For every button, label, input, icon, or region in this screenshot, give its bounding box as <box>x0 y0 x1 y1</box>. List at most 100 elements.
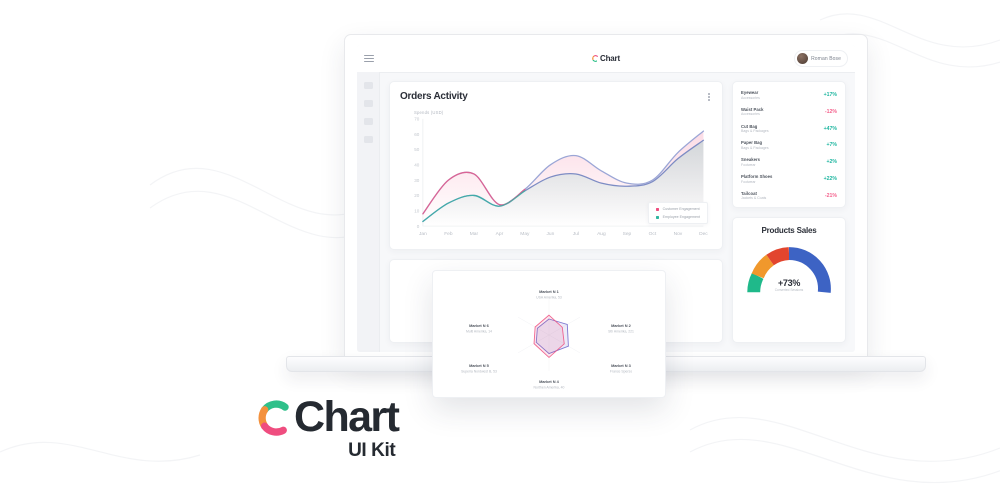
gauge-center-label: +73% Converted Sessions <box>746 278 832 293</box>
radar-axis-sub: Superia Nordwest B, 53 <box>461 370 497 374</box>
stat-name: Waist Pack <box>741 106 764 112</box>
stat-category: Footwear <box>741 179 756 184</box>
chart-logo-mark-icon <box>592 55 600 62</box>
svg-text:20: 20 <box>414 193 420 198</box>
hamburger-menu-icon[interactable] <box>364 55 374 62</box>
stat-row: Eyewear Accessories +17% <box>741 90 837 100</box>
stat-label-group: Waist Pack Accessories <box>741 107 763 117</box>
user-name-label: Roman Bose <box>811 55 841 62</box>
stat-label-group: Eyewear Accessories <box>741 90 760 100</box>
sidebar-item-4[interactable] <box>363 136 373 143</box>
svg-text:Feb: Feb <box>444 231 453 237</box>
radar-axis-name: Market N 5 <box>469 363 490 368</box>
radar-axis-name: Market N 6 <box>469 323 490 328</box>
radar-axis-name: Market N 4 <box>539 379 560 384</box>
orders-activity-card: Orders Activity Spends (USD) 0 10 20 30 40 50… <box>389 81 723 250</box>
svg-text:Aug: Aug <box>597 231 606 237</box>
radar-axis-sub: USA Amerika, 53 <box>536 296 562 300</box>
stat-name: Platform Shoes <box>741 173 773 179</box>
radar-axis-name: Market N 3 <box>611 363 632 368</box>
svg-text:Sep: Sep <box>623 231 632 237</box>
user-menu[interactable]: Roman Bose <box>794 50 848 67</box>
legend-item: Employee Engagement <box>656 215 700 219</box>
stat-row: Cut Bag Bags & Packages +47% <box>741 124 837 134</box>
svg-text:Mar: Mar <box>470 231 479 237</box>
product-logo: Chart UI Kit <box>256 393 400 462</box>
sidebar-item-2[interactable] <box>363 100 373 107</box>
orders-chart-legend: Customer Engagement Employee Engagement <box>648 202 708 224</box>
stat-change-value: +22% <box>823 176 837 183</box>
legend-swatch-customer <box>656 207 660 211</box>
stat-row: Waist Pack Accessories -12% <box>741 107 837 117</box>
stat-name: Paper Bag <box>741 140 763 146</box>
app-brand: Chart <box>592 54 620 63</box>
svg-text:10: 10 <box>414 208 420 213</box>
logo-wordmark-row: Chart <box>256 393 400 441</box>
svg-text:Nov: Nov <box>674 231 683 237</box>
stat-name: Cut Bag <box>741 123 758 129</box>
legend-label: Customer Engagement <box>662 207 700 211</box>
gauge-value: +73% <box>777 277 801 288</box>
stat-category: Jackets & Coats <box>741 196 767 201</box>
products-sales-gauge: +73% Converted Sessions <box>746 240 832 298</box>
svg-text:50: 50 <box>414 147 420 152</box>
stat-change-value: -12% <box>824 108 837 115</box>
svg-text:Oct: Oct <box>649 231 657 237</box>
user-avatar <box>797 53 809 64</box>
legend-item: Customer Engagement <box>656 207 700 211</box>
gauge-subtitle: Converted Sessions <box>774 288 804 292</box>
stat-category: Accessories <box>741 112 760 117</box>
market-radar-card: Market N 1 USA Amerika, 53 Market N 2 Sth A… <box>432 270 666 398</box>
svg-text:Jan: Jan <box>419 231 427 237</box>
app-header: Chart Roman Bose <box>357 45 855 73</box>
dashboard-side-column: Eyewear Accessories +17% Waist Pack Accessor… <box>732 81 846 343</box>
radar-axis-sub: Northen Amerika, 40 <box>534 386 565 390</box>
radar-axis-sub: Multi Amerika, 14 <box>466 330 492 334</box>
stat-name: Tailcoat <box>741 190 757 196</box>
orders-card-title: Orders Activity <box>400 91 468 102</box>
svg-text:May: May <box>520 231 530 237</box>
orders-axis-caption: Spends (USD) <box>414 109 444 115</box>
sidebar-item-1[interactable] <box>363 82 373 89</box>
radar-axis-name: Market N 1 <box>539 289 560 294</box>
svg-text:70: 70 <box>414 117 420 122</box>
stat-change-value: +2% <box>826 159 837 166</box>
svg-text:0: 0 <box>417 224 420 229</box>
stat-label-group: Platform Shoes Footwear <box>741 174 772 184</box>
stat-change-value: +17% <box>823 92 837 99</box>
stat-name: Sneakers <box>741 157 761 163</box>
stat-row: Paper Bag Bags & Packages +7% <box>741 140 837 150</box>
orders-card-header: Orders Activity <box>400 91 712 103</box>
svg-text:Jul: Jul <box>573 231 579 237</box>
app-brand-label: Chart <box>600 54 620 63</box>
stat-category: Accessories <box>741 95 760 100</box>
kebab-menu-icon[interactable] <box>706 91 712 103</box>
logo-word: Chart <box>294 393 400 441</box>
legend-swatch-employee <box>656 215 660 219</box>
stat-category: Bags & Packages <box>741 129 769 134</box>
sidebar-rail[interactable] <box>357 72 380 352</box>
svg-text:60: 60 <box>414 132 420 137</box>
stat-row: Sneakers Footwear +2% <box>741 157 837 167</box>
svg-text:Dec: Dec <box>699 231 708 237</box>
product-stats-card: Eyewear Accessories +17% Waist Pack Accessor… <box>732 81 846 208</box>
stat-name: Eyewear <box>741 90 759 95</box>
radar-axis-sub: Sth Amerika, 221 <box>608 330 634 334</box>
stat-change-value: +7% <box>826 142 837 149</box>
stat-category: Footwear <box>741 162 756 167</box>
orders-line-chart: 0 10 20 30 40 50 60 70 Jan Feb Mar Apr May Jun Jul Aug S… <box>400 116 712 243</box>
radar-axis-sub: France Sperso <box>610 370 632 374</box>
chart-logo-c-icon <box>256 398 296 438</box>
legend-label: Employee Engagement <box>662 215 700 219</box>
stat-row: Tailcoat Jackets & Coats -21% <box>741 191 837 201</box>
svg-text:Apr: Apr <box>496 231 504 237</box>
stat-category: Bags & Packages <box>741 145 769 150</box>
stat-label-group: Tailcoat Jackets & Coats <box>741 191 766 201</box>
svg-text:40: 40 <box>414 162 420 167</box>
stat-label-group: Sneakers Footwear <box>741 157 760 167</box>
products-sales-card: Products Sales <box>732 217 846 343</box>
logo-subtitle: UI Kit <box>348 440 396 461</box>
stat-change-value: +47% <box>823 125 837 132</box>
sidebar-item-3[interactable] <box>363 118 373 125</box>
stat-label-group: Paper Bag Bags & Packages <box>741 140 769 150</box>
